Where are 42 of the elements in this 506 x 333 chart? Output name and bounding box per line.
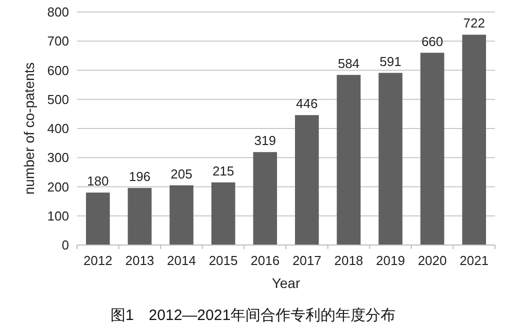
bar [170,185,194,245]
y-tick-label: 300 [47,150,69,166]
x-tick-label: 2017 [292,253,322,268]
bar [462,34,486,245]
y-axis-title: number of co-patents [21,62,37,195]
x-tick-label: 2020 [418,253,447,268]
bar [336,74,361,245]
x-tick-label: 2012 [83,253,112,268]
data-label: 215 [212,163,234,178]
y-tick-label: 600 [47,62,69,78]
bar [86,192,110,245]
data-label: 319 [254,133,276,148]
bar [253,152,278,245]
bar [420,52,444,245]
data-label: 196 [128,168,151,184]
x-tick-label: 2021 [460,253,489,268]
y-tick-label: 100 [47,208,69,224]
data-label: 205 [170,166,192,182]
data-label: 180 [87,174,109,189]
x-tick-label: 2014 [167,253,196,268]
bar [378,72,402,245]
bar [211,182,236,245]
data-label: 722 [463,16,485,31]
data-label: 660 [421,34,444,49]
bar [294,115,319,245]
x-tick-label: 2015 [208,253,238,268]
y-tick-label: 200 [47,179,69,194]
bar [128,188,152,245]
x-tick-label: 2019 [376,253,405,268]
x-tick-label: 2016 [250,253,280,268]
data-label: 446 [296,96,318,112]
x-tick-label: 2013 [125,253,154,268]
text: 图1 2012—2021年间合作专利的年度分布 [110,307,396,324]
data-label: 591 [380,54,402,69]
y-tick-label: 800 [47,4,69,20]
y-tick-label: 400 [47,121,69,136]
x-tick-label: 2018 [334,253,364,268]
y-tick-label: 0 [62,238,69,252]
data-label: 584 [338,56,360,71]
x-axis-title: Year [272,275,300,291]
y-tick-label: 500 [47,92,69,107]
y-tick-label: 700 [47,34,69,49]
